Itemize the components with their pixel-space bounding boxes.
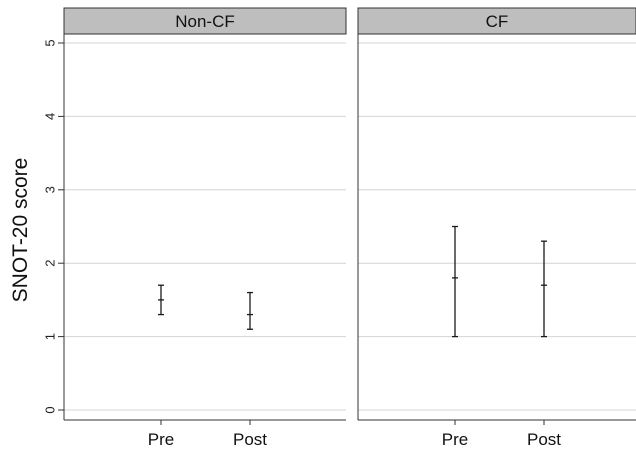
- panels: Non-CF Pre Post CF Pre Post: [63, 7, 636, 449]
- panel-strip: [357, 7, 636, 35]
- panel-non-cf: Non-CF Pre Post: [63, 7, 347, 449]
- y-axis: 0 1 2 3 4 5: [43, 34, 65, 420]
- panel-title: Non-CF: [175, 12, 235, 31]
- x-tick-label: Post: [233, 430, 267, 449]
- y-tick-label: 4: [43, 113, 58, 120]
- panel-title: CF: [486, 12, 509, 31]
- y-tick-label: 3: [43, 186, 58, 193]
- x-tick-label: Pre: [148, 430, 174, 449]
- y-tick-label: 1: [43, 333, 58, 340]
- y-tick-label: 2: [43, 260, 58, 267]
- x-tick-label: Post: [527, 430, 561, 449]
- y-tick-label: 5: [43, 39, 58, 46]
- y-axis-label: SNOT-20 score: [9, 158, 32, 303]
- x-tick-label: Pre: [442, 430, 468, 449]
- panel-cf: CF Pre Post: [357, 7, 636, 449]
- panel-strip: [63, 7, 347, 35]
- y-tick-label: 0: [43, 406, 58, 413]
